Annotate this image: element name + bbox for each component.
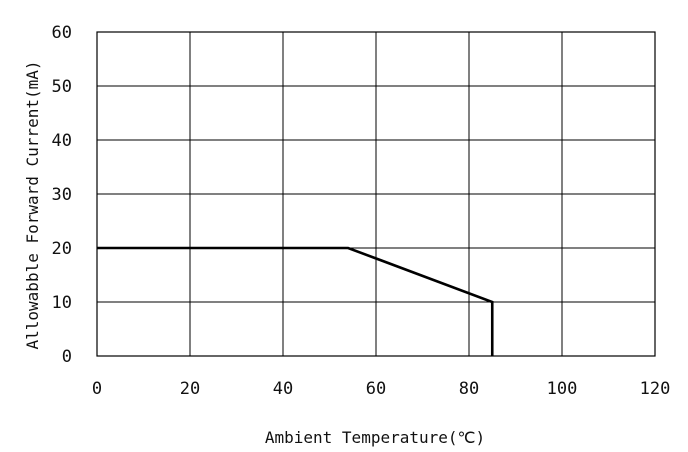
y-tick-label: 10 xyxy=(52,293,72,313)
x-tick-label: 80 xyxy=(459,379,479,399)
x-tick-label: 120 xyxy=(640,379,671,399)
x-tick-label: 20 xyxy=(180,379,200,399)
y-tick-label: 60 xyxy=(52,23,72,43)
plot-border xyxy=(96,31,656,357)
grid xyxy=(97,32,655,356)
y-tick-label: 30 xyxy=(52,185,72,205)
x-tick-label: 100 xyxy=(547,379,578,399)
y-axis-title: Allowabble Forward Current(mA) xyxy=(23,61,42,350)
x-tick-label: 0 xyxy=(92,379,102,399)
series-line xyxy=(97,246,494,356)
x-tick-label: 60 xyxy=(366,379,386,399)
series-group xyxy=(97,246,494,356)
y-tick-label: 20 xyxy=(52,239,72,259)
plot-frame xyxy=(96,31,656,357)
y-tick-label: 0 xyxy=(62,347,72,367)
x-tick-label: 40 xyxy=(273,379,293,399)
y-tick-label: 40 xyxy=(52,131,72,151)
y-tick-labels: 0 10 20 30 40 50 60 xyxy=(52,23,72,367)
y-tick-label: 50 xyxy=(52,77,72,97)
x-tick-labels: 0 20 40 60 80 100 120 xyxy=(92,379,670,399)
x-axis-title: Ambient Temperature(℃) xyxy=(265,428,485,447)
